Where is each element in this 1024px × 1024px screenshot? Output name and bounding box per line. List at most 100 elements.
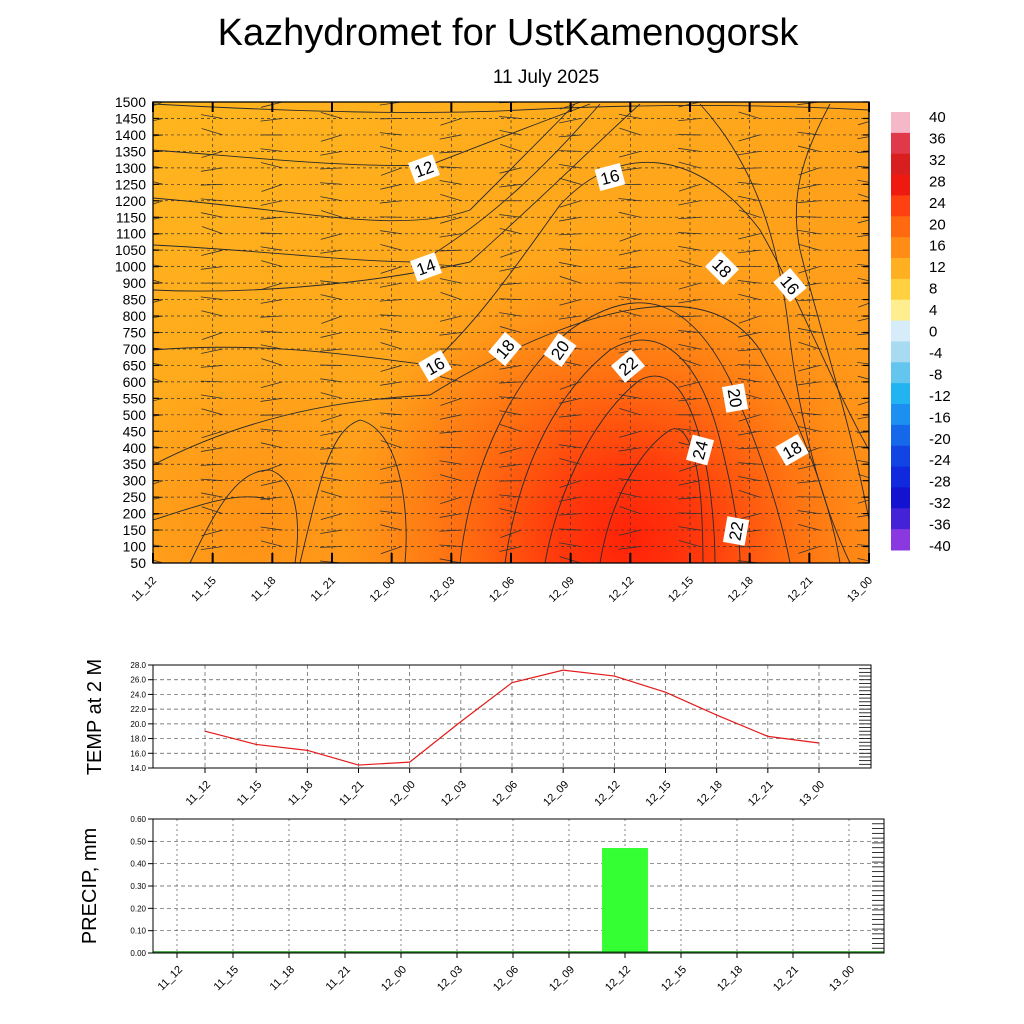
precip-y-tick-label: 0.00 [130, 949, 146, 958]
wind-barb [200, 546, 223, 550]
contour-label-box [722, 516, 750, 546]
colorbar-label: -20 [929, 431, 951, 448]
precip-x-tick-label: 12_09 [547, 964, 577, 994]
wind-barb [797, 145, 820, 152]
wind-barb [679, 357, 701, 366]
wind-barb [260, 496, 283, 500]
wind-barb [498, 298, 522, 300]
wind-barb [260, 540, 283, 547]
wind-barb [738, 513, 760, 520]
wind-barb [439, 529, 462, 532]
colorbar-label: 8 [929, 281, 937, 298]
precip-x-tick-label: 13_00 [827, 964, 857, 994]
colorbar-swatch [891, 424, 910, 447]
colorbar-label: 12 [929, 259, 946, 276]
wind-barb [380, 244, 402, 251]
heatmap-y-tick-label: 1100 [116, 226, 146, 242]
heatmap-y-tick-label: 250 [123, 489, 147, 505]
contour-label-box [686, 434, 714, 466]
colorbar-swatch [891, 487, 910, 509]
isotherm-line [189, 469, 298, 563]
wind-barb [260, 428, 283, 432]
wind-barb [619, 127, 641, 136]
wind-barb [857, 263, 869, 266]
wind-barb [738, 414, 760, 422]
heatmap-axis-ticks [152, 101, 870, 564]
temp-y-tick-label: 14.0 [130, 764, 146, 773]
wind-barb [200, 463, 223, 466]
wind-barb [559, 299, 581, 306]
wind-barb [619, 506, 641, 514]
colorbar-label: 20 [929, 216, 946, 233]
wind-barb [559, 118, 581, 124]
wind-barb [618, 546, 641, 550]
wind-barb [440, 474, 462, 482]
colorbar-swatch [891, 445, 910, 468]
wind-barb [500, 249, 522, 258]
wind-barb [738, 111, 760, 119]
wind-barb [499, 424, 522, 432]
wind-barb [153, 496, 164, 500]
wind-barb [797, 463, 820, 470]
heatmap-y-tick-label: 350 [123, 456, 147, 472]
colorbar-swatch [891, 132, 910, 155]
wind-barb [380, 524, 402, 531]
chart-title: Kazhydromet for UstKamenogorsk [218, 12, 800, 54]
temp-y-tick-label: 18.0 [130, 735, 146, 744]
wind-barb [618, 394, 641, 399]
colorbar-swatch [891, 320, 910, 342]
contour-label: 12 [408, 154, 440, 184]
wind-barb [678, 183, 701, 192]
isotherm-line [599, 428, 704, 563]
wind-barb [499, 508, 522, 514]
colorbar-swatch [891, 383, 910, 405]
heatmap-y-tick-label: 300 [123, 473, 147, 489]
wind-barb [499, 381, 522, 384]
wind-barb [678, 480, 701, 486]
colorbar: 4036322824201612840-4-8-12-16-20-24-28-3… [891, 109, 951, 555]
wind-barb [738, 233, 760, 240]
wind-barb [678, 245, 701, 251]
wind-barb [678, 526, 701, 531]
wind-barb [559, 177, 581, 185]
wind-barb [380, 183, 402, 190]
wind-barb [857, 361, 869, 365]
colorbar-label: 16 [929, 238, 946, 255]
colorbar-label: -4 [929, 345, 942, 362]
wind-barb [857, 416, 869, 420]
wind-barb [261, 183, 283, 192]
wind-barb [440, 496, 462, 504]
wind-barb [261, 282, 283, 290]
wind-barb [439, 315, 462, 322]
wind-barb [379, 397, 402, 400]
temp-x-tick-label: 12_21 [746, 779, 776, 809]
wind-barb [153, 461, 164, 465]
wind-barb [200, 198, 223, 202]
precip-y-tick-label: 0.40 [130, 860, 146, 869]
colorbar-label: -40 [929, 538, 951, 555]
isotherm-line [459, 302, 791, 563]
wind-barb [320, 233, 343, 240]
wind-barb [857, 333, 869, 336]
temp-x-tick-label: 11_18 [286, 779, 316, 809]
wind-barb [153, 347, 164, 350]
wind-barb [797, 229, 820, 235]
colorbar-swatch [891, 153, 910, 176]
temp-y-tick-label: 28.0 [130, 661, 146, 670]
wind-barb [737, 167, 760, 170]
wind-barb [678, 147, 701, 152]
heatmap-x-tick-label: 12_15 [666, 575, 696, 605]
wind-barb [281, 562, 283, 563]
wind-barb [797, 365, 820, 372]
wind-barb [559, 200, 581, 208]
wind-barb [558, 248, 581, 251]
wind-barb [201, 430, 223, 439]
heatmap-x-tick-label: 11_21 [309, 575, 339, 605]
wind-barb [738, 209, 760, 218]
wind-barb [738, 332, 760, 338]
wind-barb [618, 167, 641, 172]
colorbar-label: -28 [929, 474, 951, 491]
wind-barb [499, 167, 522, 174]
heatmap-y-tick-label: 50 [130, 555, 146, 571]
